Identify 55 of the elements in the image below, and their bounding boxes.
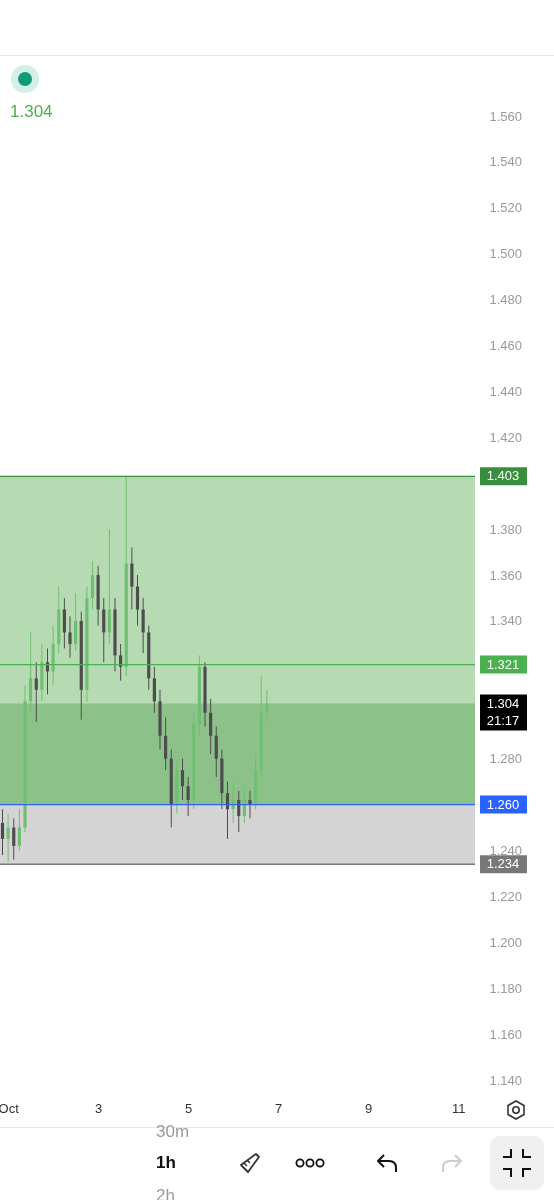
y-tick-label: 1.220 [489, 888, 523, 904]
candlestick [107, 528, 111, 645]
candlestick [164, 716, 168, 771]
x-tick-label: 11 [451, 1100, 466, 1116]
text: 1.304 [486, 695, 520, 711]
y-tick-label: 1.420 [489, 429, 523, 445]
y-tick-label: 1.360 [489, 567, 523, 583]
y-tick-label: 1.380 [489, 521, 523, 537]
candlestick [102, 597, 106, 663]
y-tick-label: 1.240 [489, 842, 523, 858]
candlestick [62, 597, 66, 649]
x-tick-label: 5 [185, 1100, 193, 1116]
x-tick-label: 3 [95, 1100, 103, 1116]
x-tick-label: 7 [275, 1100, 283, 1116]
x-tick-label: 9 [365, 1100, 373, 1116]
candlestick [152, 666, 156, 714]
y-tick-label: 1.140 [489, 1072, 523, 1088]
candlestick [186, 776, 190, 817]
y-tick-label: 1.560 [489, 108, 523, 124]
candlestick [68, 615, 72, 659]
x-tick-label: Oct [0, 1100, 20, 1116]
y-tick-label: 1.460 [489, 338, 523, 354]
y-tick-label: 1.180 [489, 980, 523, 996]
candlestick [180, 758, 185, 801]
y-tick-label: 1.160 [489, 1026, 523, 1042]
candlestick [248, 790, 252, 819]
ref-line-label: 1.260 [486, 796, 520, 812]
candlestick [29, 631, 33, 714]
ref-line-label: 1.403 [486, 468, 520, 484]
y-tick-label: 1.520 [489, 200, 523, 216]
candlestick [214, 726, 218, 778]
text: 1h [156, 1153, 176, 1173]
y-tick-label: 1.540 [489, 154, 523, 170]
candlestick [74, 592, 78, 652]
candlestick [34, 661, 38, 723]
ref-line-label: 1.321 [486, 656, 520, 672]
y-tick-label: 1.200 [489, 934, 523, 950]
candlestick [265, 689, 269, 723]
candlestick [0, 808, 5, 856]
y-tick-label: 1.480 [489, 292, 523, 308]
candlestick [135, 574, 140, 627]
candlestick [130, 547, 134, 610]
candlestick [12, 817, 16, 861]
candlestick [209, 698, 213, 755]
text: 21:17 [486, 712, 520, 728]
annotation: 1.304 [10, 102, 53, 122]
y-tick-label: 1.440 [489, 383, 523, 399]
candlestick [17, 808, 21, 851]
ref-line-label: 1.234 [486, 856, 520, 872]
y-tick-label: 1.280 [489, 751, 523, 767]
text: 30m [156, 1122, 190, 1142]
candlestick [90, 560, 95, 610]
y-tick-label: 1.340 [489, 613, 523, 629]
y-tick-label: 1.500 [489, 246, 523, 262]
candlestick [141, 597, 145, 654]
